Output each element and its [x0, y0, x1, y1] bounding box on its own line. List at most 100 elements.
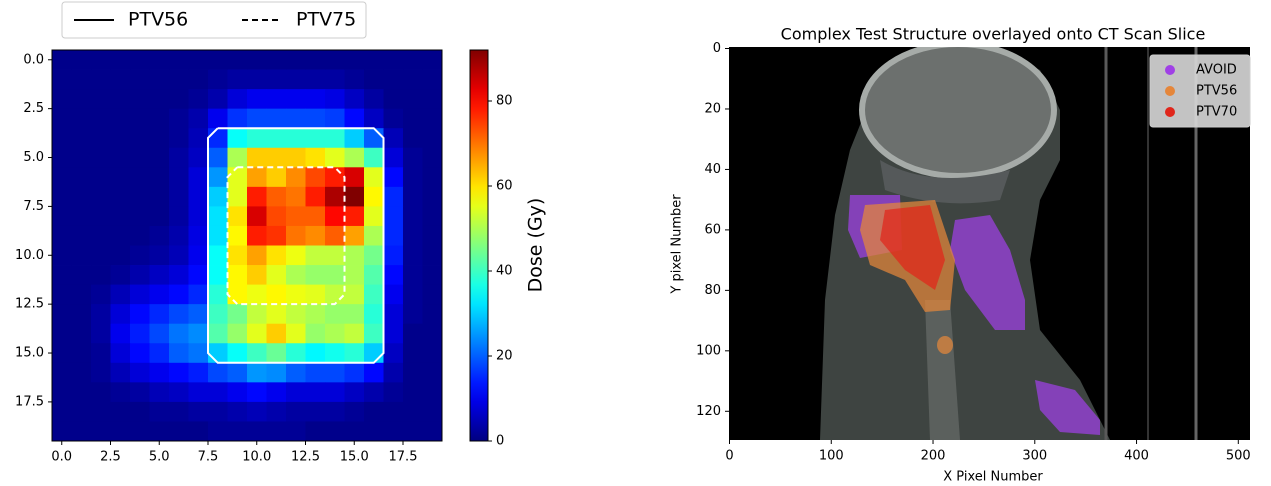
- y-axis-label: Y pixel Number: [670, 194, 685, 295]
- legend-marker: [1165, 107, 1175, 117]
- heatmap-cell: [189, 304, 209, 324]
- heatmap-cell: [306, 421, 326, 441]
- heatmap-cell: [52, 285, 72, 305]
- heatmap-cell: [403, 187, 423, 207]
- y-tick-label: 40: [704, 162, 721, 177]
- heatmap-cell: [247, 265, 267, 285]
- legend-label: PTV75: [296, 9, 356, 31]
- heatmap-cell: [364, 324, 384, 344]
- y-tick-label: 5.0: [23, 150, 44, 165]
- heatmap-cell: [364, 246, 384, 266]
- heatmap-cell: [325, 70, 345, 90]
- heatmap-cell: [306, 148, 326, 168]
- heatmap-cell: [130, 128, 150, 148]
- heatmap-cell: [52, 363, 72, 383]
- heatmap-cell: [247, 148, 267, 168]
- heatmap-cell: [52, 89, 72, 109]
- heatmap-cell: [247, 89, 267, 109]
- heatmap-cell: [325, 128, 345, 148]
- heatmap-cell: [228, 382, 248, 402]
- heatmap-cell: [403, 246, 423, 266]
- heatmap-cell: [52, 421, 72, 441]
- heatmap-cell: [91, 109, 111, 129]
- heatmap-cell: [150, 148, 170, 168]
- heatmap-cell: [130, 148, 150, 168]
- heatmap-cell: [228, 246, 248, 266]
- x-tick-label: 12.5: [291, 450, 320, 465]
- heatmap-cell: [130, 402, 150, 422]
- heatmap-cell: [286, 265, 306, 285]
- heatmap-cell: [384, 109, 404, 129]
- heatmap-cell: [189, 167, 209, 187]
- heatmap-cell: [52, 343, 72, 363]
- heatmap-cell: [91, 363, 111, 383]
- heatmap-cell: [208, 246, 228, 266]
- heatmap-cell: [325, 343, 345, 363]
- heatmap-cell: [247, 226, 267, 246]
- heatmap-cell: [91, 285, 111, 305]
- legend-label: AVOID: [1196, 63, 1237, 78]
- heatmap-cell: [306, 324, 326, 344]
- heatmap-cell: [52, 128, 72, 148]
- heatmap-cell: [130, 304, 150, 324]
- heatmap-cell: [111, 128, 131, 148]
- heatmap-cell: [286, 206, 306, 226]
- heatmap-cell: [150, 70, 170, 90]
- y-tick-label: 10.0: [15, 248, 44, 263]
- y-tick-label: 15.0: [15, 346, 44, 361]
- heatmap-cell: [150, 167, 170, 187]
- heatmap-cell: [423, 382, 443, 402]
- heatmap-cell: [72, 109, 92, 129]
- heatmap-cell: [364, 89, 384, 109]
- heatmap-cell: [91, 246, 111, 266]
- heatmap-cell: [208, 70, 228, 90]
- heatmap-cell: [111, 187, 131, 207]
- heatmap-cell: [208, 148, 228, 168]
- heatmap-cell: [169, 343, 189, 363]
- heatmap-cell: [130, 50, 150, 70]
- heatmap-cell: [111, 246, 131, 266]
- heatmap-cell: [286, 89, 306, 109]
- heatmap-cell: [228, 187, 248, 207]
- heatmap-cell: [364, 148, 384, 168]
- x-tick-label: 500: [1226, 449, 1251, 464]
- heatmap-cell: [111, 206, 131, 226]
- heatmap-cell: [286, 421, 306, 441]
- y-tick-label: 0.0: [23, 52, 44, 67]
- heatmap-cell: [208, 167, 228, 187]
- heatmap-cell: [325, 187, 345, 207]
- heatmap-cell: [130, 421, 150, 441]
- heatmap-cell: [52, 167, 72, 187]
- heatmap-cell: [345, 109, 365, 129]
- heatmap-cell: [91, 324, 111, 344]
- heatmap-cell: [52, 70, 72, 90]
- heatmap-cell: [208, 421, 228, 441]
- colorbar-tick-label: 60: [496, 179, 513, 194]
- heatmap-cell: [130, 226, 150, 246]
- heatmap-cell: [325, 226, 345, 246]
- heatmap-cell: [150, 382, 170, 402]
- heatmap-cell: [384, 421, 404, 441]
- heatmap-cell: [423, 50, 443, 70]
- y-tick-label: 60: [704, 222, 721, 237]
- heatmap-cell: [91, 304, 111, 324]
- heatmap-cell: [345, 226, 365, 246]
- heatmap-cell: [345, 148, 365, 168]
- y-tick-label: 7.5: [23, 199, 44, 214]
- heatmap-cell: [403, 109, 423, 129]
- x-tick-label: 0: [725, 449, 733, 464]
- heatmap-cell: [72, 382, 92, 402]
- heatmap-cell: [286, 246, 306, 266]
- heatmap-cell: [247, 421, 267, 441]
- heatmap-cell: [208, 89, 228, 109]
- heatmap-cell: [130, 363, 150, 383]
- heatmap-cell: [150, 343, 170, 363]
- heatmap-cell: [267, 402, 287, 422]
- heatmap-cell: [267, 285, 287, 305]
- heatmap-cell: [91, 70, 111, 90]
- heatmap-cell: [364, 226, 384, 246]
- heatmap-cell: [111, 70, 131, 90]
- colorbar-tick-label: 0: [496, 434, 504, 449]
- heatmap-cell: [267, 148, 287, 168]
- heatmap-cell: [267, 206, 287, 226]
